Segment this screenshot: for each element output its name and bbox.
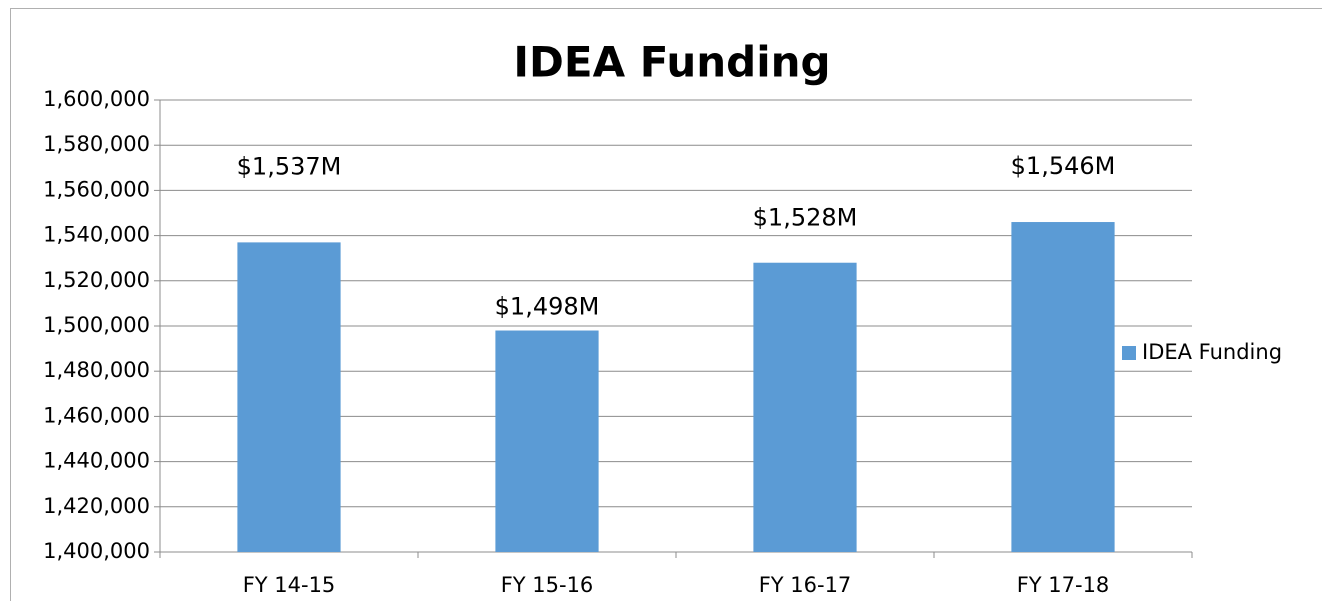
y-tick-label: 1,420,000 <box>43 494 150 518</box>
data-label: $1,528M <box>753 204 858 232</box>
y-tick-label: 1,540,000 <box>43 223 150 247</box>
y-tick-label: 1,480,000 <box>43 358 150 382</box>
legend-label: IDEA Funding <box>1142 340 1282 364</box>
data-label: $1,537M <box>237 152 342 180</box>
data-label: $1,546M <box>1011 152 1116 180</box>
bar <box>237 242 341 552</box>
y-tick-label: 1,600,000 <box>43 87 150 111</box>
bar <box>753 262 857 552</box>
data-label: $1,498M <box>495 293 600 321</box>
y-tick-label: 1,460,000 <box>43 403 150 427</box>
x-tick-label: FY 16-17 <box>759 573 852 597</box>
y-tick-label: 1,400,000 <box>43 539 150 563</box>
bar <box>1011 222 1115 553</box>
x-tick-label: FY 14-15 <box>243 573 336 597</box>
bar <box>495 330 599 552</box>
y-tick-label: 1,560,000 <box>43 177 150 201</box>
y-tick-label: 1,580,000 <box>43 132 150 156</box>
chart-title: IDEA Funding <box>513 38 830 87</box>
x-tick-label: FY 17-18 <box>1017 573 1110 597</box>
y-tick-label: 1,520,000 <box>43 268 150 292</box>
x-tick-label: FY 15-16 <box>501 573 594 597</box>
y-tick-label: 1,440,000 <box>43 449 150 473</box>
legend-swatch <box>1122 346 1136 360</box>
chart-frame <box>10 8 1322 601</box>
y-tick-label: 1,500,000 <box>43 313 150 337</box>
